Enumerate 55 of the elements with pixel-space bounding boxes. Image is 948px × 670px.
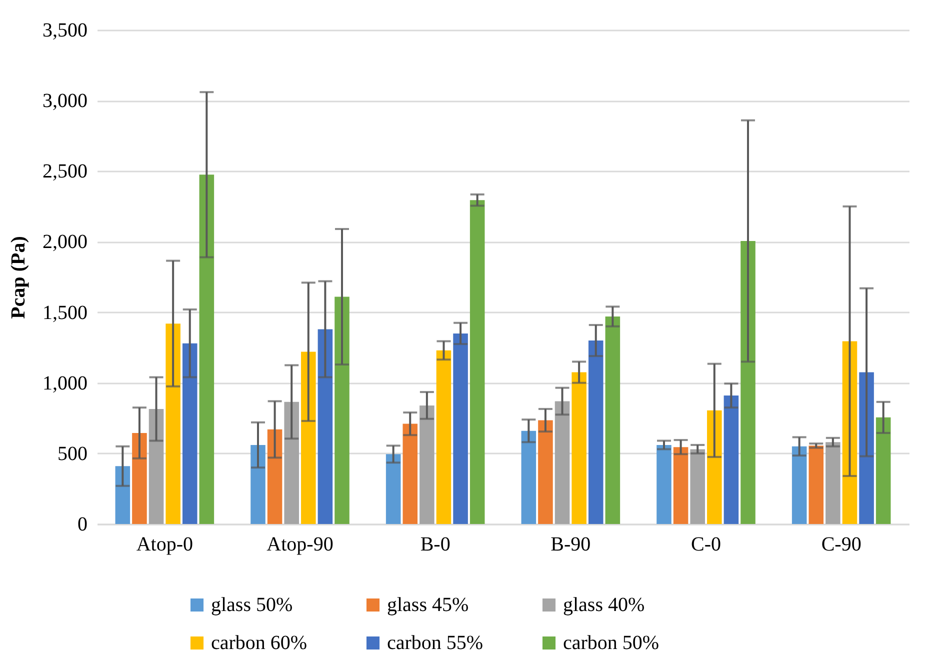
bar — [402, 424, 418, 524]
bar — [724, 396, 739, 524]
bar — [250, 444, 266, 524]
bar — [521, 430, 536, 524]
legend-label: carbon 55% — [387, 632, 484, 654]
bar — [859, 372, 874, 524]
bar — [740, 241, 756, 524]
bar — [199, 174, 214, 524]
bar — [453, 333, 468, 524]
bar — [572, 372, 586, 524]
x-tick-label: B-0 — [420, 534, 450, 556]
y-tick-label: 2,000 — [42, 231, 88, 254]
bar — [166, 324, 180, 524]
y-axis-title: Pcap (Pa) — [8, 236, 30, 319]
bar — [386, 454, 401, 524]
bar — [588, 340, 604, 524]
bar — [420, 405, 434, 524]
bar — [148, 408, 164, 524]
bar — [690, 449, 705, 524]
bar — [707, 410, 722, 524]
x-tick-label: Atop-0 — [136, 534, 194, 556]
bar — [673, 447, 688, 524]
legend-label: carbon 60% — [211, 632, 308, 654]
bar — [876, 417, 891, 524]
x-tick-label: Atop-90 — [266, 534, 334, 556]
legend-label: glass 50% — [211, 594, 293, 616]
bar — [182, 343, 198, 524]
x-tick-label: C-90 — [821, 534, 862, 556]
y-tick-label: 3,500 — [42, 20, 88, 42]
bar — [132, 432, 147, 524]
y-tick-label: 1,000 — [42, 372, 88, 394]
bar — [284, 402, 299, 524]
bar — [267, 429, 282, 524]
bar — [792, 446, 807, 524]
x-tick-label: B-90 — [550, 534, 591, 556]
y-tick-label: 0 — [78, 514, 88, 536]
y-tick-label: 500 — [58, 442, 88, 465]
bar — [470, 200, 485, 524]
legend-label: carbon 50% — [563, 632, 660, 654]
bar — [554, 401, 570, 524]
bar — [826, 442, 840, 524]
bar — [301, 352, 316, 524]
y-tick-label: 2,500 — [42, 160, 88, 183]
legend-label: glass 45% — [387, 594, 469, 616]
bar — [436, 350, 452, 524]
bar — [538, 420, 553, 524]
bar — [318, 329, 333, 524]
legend-label: glass 40% — [563, 594, 645, 616]
y-tick-label: 3,000 — [42, 90, 88, 112]
bar — [656, 444, 672, 524]
bar — [115, 466, 130, 524]
y-tick-label: 1,500 — [42, 302, 88, 324]
x-tick-label: C-0 — [691, 534, 721, 556]
bar — [605, 316, 620, 524]
bar — [334, 296, 350, 524]
